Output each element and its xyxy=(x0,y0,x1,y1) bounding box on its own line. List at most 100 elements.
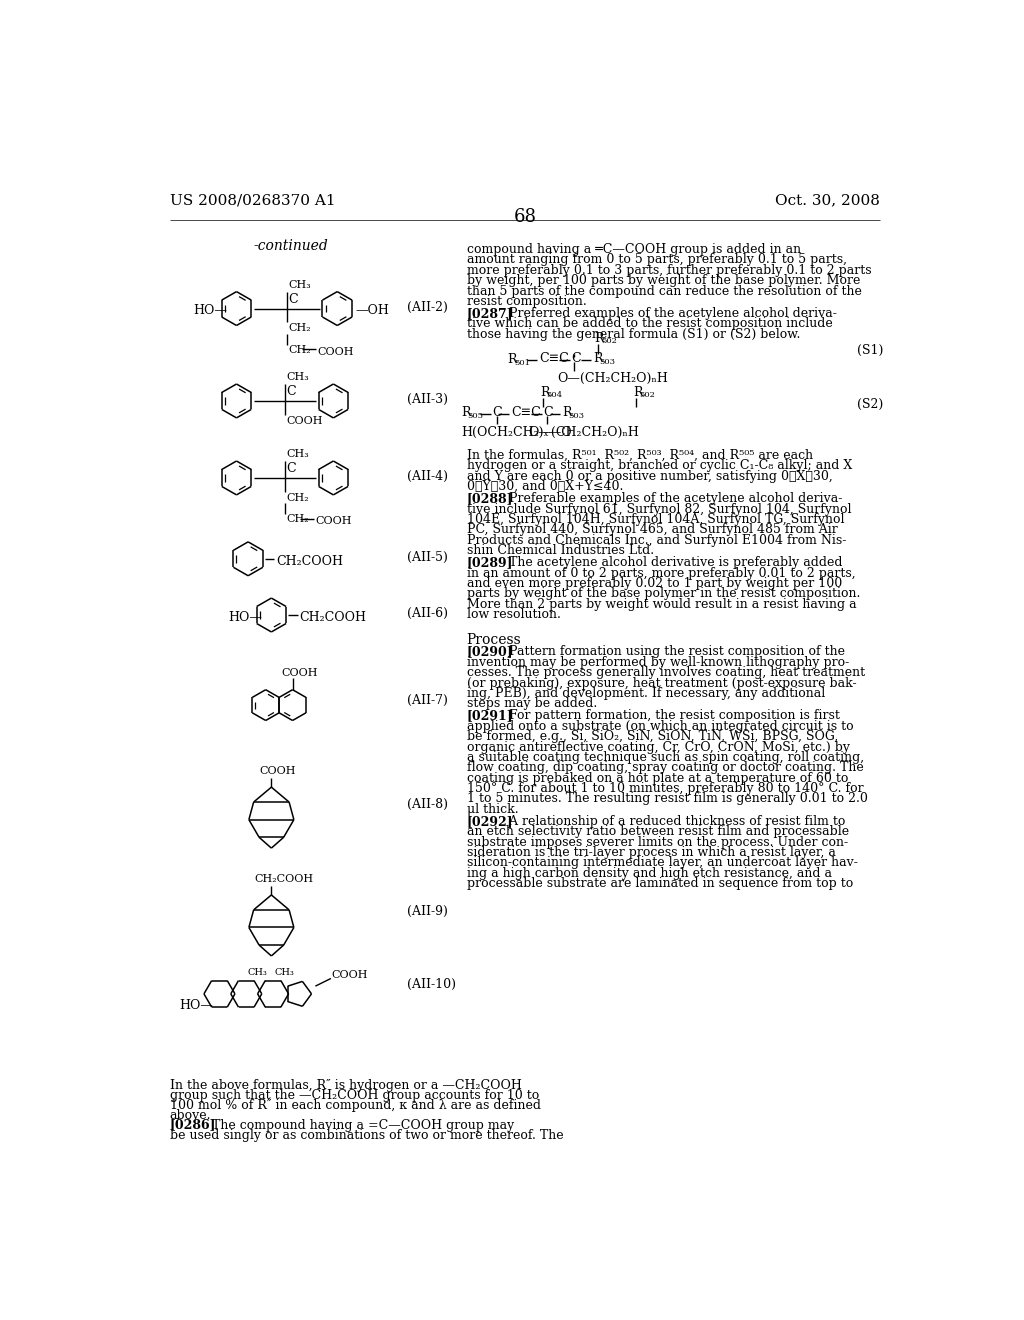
Text: CH₃: CH₃ xyxy=(286,372,309,383)
Text: CH₃: CH₃ xyxy=(248,968,267,977)
Text: R: R xyxy=(562,407,571,420)
Text: CH₂COOH: CH₂COOH xyxy=(276,554,343,568)
Text: 502: 502 xyxy=(640,391,655,399)
Text: 501: 501 xyxy=(514,359,530,367)
Text: applied onto a substrate (on which an integrated circuit is to: applied onto a substrate (on which an in… xyxy=(467,719,853,733)
Text: C≡C: C≡C xyxy=(539,352,568,366)
Text: Oct. 30, 2008: Oct. 30, 2008 xyxy=(775,193,880,207)
Text: flow coating, dip coating, spray coating or doctor coating. The: flow coating, dip coating, spray coating… xyxy=(467,762,863,775)
Text: tive include Surfynol 61, Surfynol 82, Surfynol 104, Surfynol: tive include Surfynol 61, Surfynol 82, S… xyxy=(467,503,851,516)
Text: CH₂COOH: CH₂COOH xyxy=(254,874,313,884)
Text: by weight, per 100 parts by weight of the base polymer. More: by weight, per 100 parts by weight of th… xyxy=(467,275,860,288)
Text: [0291]: [0291] xyxy=(467,709,513,722)
Text: (or prebaking), exposure, heat treatment (post-exposure bak-: (or prebaking), exposure, heat treatment… xyxy=(467,677,856,689)
Text: Preferred examples of the acetylene alcohol deriva-: Preferred examples of the acetylene alco… xyxy=(501,308,837,319)
Text: sideration is the tri-layer process in which a resist layer, a: sideration is the tri-layer process in w… xyxy=(467,846,836,859)
Text: PC, Surfynol 440, Surfynol 465, and Surfynol 485 from Air: PC, Surfynol 440, Surfynol 465, and Surf… xyxy=(467,524,838,536)
Text: R: R xyxy=(593,352,602,366)
Text: COOH: COOH xyxy=(260,767,296,776)
Text: amount ranging from 0 to 5 parts, preferably 0.1 to 5 parts,: amount ranging from 0 to 5 parts, prefer… xyxy=(467,253,847,267)
Text: (AII-8): (AII-8) xyxy=(407,797,449,810)
Text: μl thick.: μl thick. xyxy=(467,803,518,816)
Text: 503: 503 xyxy=(568,412,585,420)
Text: shin Chemical Industries Ltd.: shin Chemical Industries Ltd. xyxy=(467,544,653,557)
Text: 502: 502 xyxy=(601,338,616,346)
Text: (AII-2): (AII-2) xyxy=(407,301,447,314)
Text: Process: Process xyxy=(467,632,521,647)
Text: (S1): (S1) xyxy=(856,345,883,358)
Text: Preferable examples of the acetylene alcohol deriva-: Preferable examples of the acetylene alc… xyxy=(501,492,842,506)
Text: O—(CH₂CH₂O)ₙH: O—(CH₂CH₂O)ₙH xyxy=(557,372,669,385)
Text: CH₃: CH₃ xyxy=(289,280,311,290)
Text: cesses. The process generally involves coating, heat treatment: cesses. The process generally involves c… xyxy=(467,667,865,680)
Text: (AII-9): (AII-9) xyxy=(407,906,447,919)
Text: In the formulas, R⁵⁰¹, R⁵⁰², R⁵⁰³, R⁵⁰⁴, and R⁵⁰⁵ are each: In the formulas, R⁵⁰¹, R⁵⁰², R⁵⁰³, R⁵⁰⁴,… xyxy=(467,449,813,462)
Text: than 5 parts of the compound can reduce the resolution of the: than 5 parts of the compound can reduce … xyxy=(467,285,861,298)
Text: (S2): (S2) xyxy=(856,399,883,412)
Text: C: C xyxy=(286,462,296,475)
Text: R: R xyxy=(508,354,517,366)
Text: -continued: -continued xyxy=(253,239,328,253)
Text: a suitable coating technique such as spin coating, roll coating,: a suitable coating technique such as spi… xyxy=(467,751,864,764)
Text: (AII-6): (AII-6) xyxy=(407,607,449,620)
Text: substrate imposes severer limits on the process. Under con-: substrate imposes severer limits on the … xyxy=(467,836,848,849)
Text: COOH: COOH xyxy=(331,970,368,979)
Text: CH₂: CH₂ xyxy=(286,492,308,503)
Text: be formed, e.g., Si, SiO₂, SiN, SiON, TiN, WSi, BPSG, SOG,: be formed, e.g., Si, SiO₂, SiN, SiON, Ti… xyxy=(467,730,838,743)
Text: above.: above. xyxy=(170,1109,211,1122)
Text: Products and Chemicals Inc., and Surfynol E1004 from Nis-: Products and Chemicals Inc., and Surfyno… xyxy=(467,533,846,546)
Text: COOH: COOH xyxy=(281,668,317,678)
Text: silicon-containing intermediate layer, an undercoat layer hav-: silicon-containing intermediate layer, a… xyxy=(467,857,857,870)
Text: [0292]: [0292] xyxy=(467,814,513,828)
Text: CH₂COOH: CH₂COOH xyxy=(299,611,367,624)
Text: A relationship of a reduced thickness of resist film to: A relationship of a reduced thickness of… xyxy=(501,814,845,828)
Text: CH₂: CH₂ xyxy=(289,345,311,355)
Text: hydrogen or a straight, branched or cyclic C₁-C₈ alkyl; and X: hydrogen or a straight, branched or cycl… xyxy=(467,459,852,473)
Text: [0290]: [0290] xyxy=(467,645,513,659)
Text: C: C xyxy=(493,407,502,420)
Text: ing a high carbon density and high etch resistance, and a: ing a high carbon density and high etch … xyxy=(467,867,831,880)
Text: more preferably 0.1 to 3 parts, further preferably 0.1 to 2 parts: more preferably 0.1 to 3 parts, further … xyxy=(467,264,871,277)
Text: COOH: COOH xyxy=(317,347,354,356)
Text: invention may be performed by well-known lithography pro-: invention may be performed by well-known… xyxy=(467,656,849,669)
Text: and even more preferably 0.02 to 1 part by weight per 100: and even more preferably 0.02 to 1 part … xyxy=(467,577,842,590)
Text: 1 to 5 minutes. The resulting resist film is generally 0.01 to 2.0: 1 to 5 minutes. The resulting resist fil… xyxy=(467,792,867,805)
Text: For pattern formation, the resist composition is first: For pattern formation, the resist compos… xyxy=(501,709,840,722)
Text: (AII-4): (AII-4) xyxy=(407,470,449,483)
Text: Pattern formation using the resist composition of the: Pattern formation using the resist compo… xyxy=(501,645,845,659)
Text: The compound having a =C—COOH group may: The compound having a =C—COOH group may xyxy=(204,1118,514,1131)
Text: 503: 503 xyxy=(599,358,615,366)
Text: O—(CH₂CH₂O)ₙH: O—(CH₂CH₂O)ₙH xyxy=(528,426,639,440)
Text: be used singly or as combinations of two or more thereof. The: be used singly or as combinations of two… xyxy=(170,1129,563,1142)
Text: HO—: HO— xyxy=(194,305,227,317)
Text: 68: 68 xyxy=(513,209,537,227)
Text: [0286]: [0286] xyxy=(170,1118,216,1131)
Text: an etch selectivity ratio between resist film and processable: an etch selectivity ratio between resist… xyxy=(467,825,849,838)
Text: ing, PEB), and development. If necessary, any additional: ing, PEB), and development. If necessary… xyxy=(467,686,825,700)
Text: those having the general formula (S1) or (S2) below.: those having the general formula (S1) or… xyxy=(467,327,800,341)
Text: (AII-7): (AII-7) xyxy=(407,693,447,706)
Text: CH₂: CH₂ xyxy=(286,515,308,524)
Text: coating is prebaked on a hot plate at a temperature of 60 to: coating is prebaked on a hot plate at a … xyxy=(467,772,848,784)
Text: COOH: COOH xyxy=(315,516,352,527)
Text: R: R xyxy=(461,407,471,420)
Text: compound having a ═C—COOH group is added in an: compound having a ═C—COOH group is added… xyxy=(467,243,801,256)
Text: processable substrate are laminated in sequence from top to: processable substrate are laminated in s… xyxy=(467,878,853,890)
Text: US 2008/0268370 A1: US 2008/0268370 A1 xyxy=(170,193,336,207)
Text: in an amount of 0 to 2 parts, more preferably 0.01 to 2 parts,: in an amount of 0 to 2 parts, more prefe… xyxy=(467,566,855,579)
Text: HO—: HO— xyxy=(179,999,213,1012)
Text: 100 mol % of R″ in each compound, κ and λ are as defined: 100 mol % of R″ in each compound, κ and … xyxy=(170,1098,541,1111)
Text: R: R xyxy=(633,385,643,399)
Text: and Y are each 0 or a positive number, satisfying 0≦X≦30,: and Y are each 0 or a positive number, s… xyxy=(467,470,833,483)
Text: CH₃: CH₃ xyxy=(286,450,309,459)
Text: 104E, Surfynol 104H, Surfynol 104A, Surfynol TG, Surfynol: 104E, Surfynol 104H, Surfynol 104A, Surf… xyxy=(467,513,844,525)
Text: R: R xyxy=(595,331,604,345)
Text: C: C xyxy=(544,407,553,420)
Text: parts by weight of the base polymer in the resist composition.: parts by weight of the base polymer in t… xyxy=(467,587,860,601)
Text: —OH: —OH xyxy=(356,305,390,317)
Text: (AII-10): (AII-10) xyxy=(407,978,456,991)
Text: low resolution.: low resolution. xyxy=(467,609,560,622)
Text: C≡C: C≡C xyxy=(511,407,541,420)
Text: group such that the —CH₂COOH group accounts for 10 to: group such that the —CH₂COOH group accou… xyxy=(170,1089,539,1102)
Text: COOH: COOH xyxy=(286,416,323,425)
